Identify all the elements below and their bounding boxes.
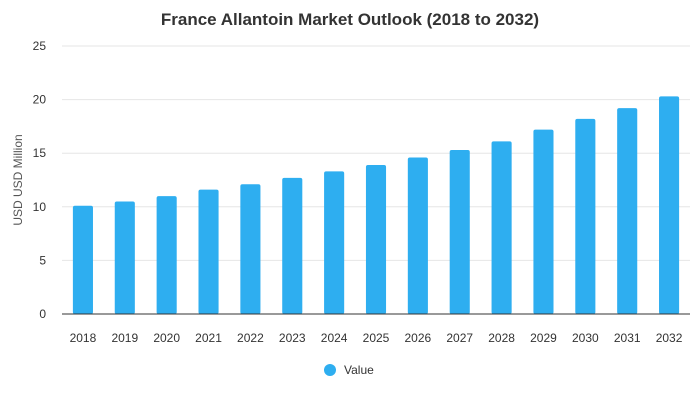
legend-marker-value[interactable] <box>324 364 336 376</box>
bars <box>72 96 680 315</box>
y-tick-label: 25 <box>33 39 47 53</box>
y-tick-label: 10 <box>33 200 47 214</box>
y-axis-label: USD USD Million <box>11 134 25 225</box>
bar-2030[interactable] <box>575 118 596 315</box>
x-tick-label-2020: 2020 <box>153 331 180 345</box>
x-tick-label-2031: 2031 <box>614 331 641 345</box>
x-tick-label-2021: 2021 <box>195 331 222 345</box>
y-tick-label: 5 <box>39 253 46 267</box>
x-tick-label-2024: 2024 <box>321 331 348 345</box>
y-axis-ticks: 0 5 10 15 20 25 <box>33 39 47 321</box>
x-tick-label-2019: 2019 <box>111 331 138 345</box>
x-tick-label-2023: 2023 <box>279 331 306 345</box>
bar-2031[interactable] <box>617 108 638 315</box>
x-tick-label-2027: 2027 <box>446 331 473 345</box>
bar-2029[interactable] <box>533 129 554 314</box>
x-tick-label-2025: 2025 <box>363 331 390 345</box>
bar-2022[interactable] <box>240 184 261 314</box>
x-axis-ticks: 2018 2019 2020 2021 2022 2023 2024 2025 2026 2027… <box>70 331 683 345</box>
bar-2032[interactable] <box>659 96 680 314</box>
x-tick-label-2030: 2030 <box>572 331 599 345</box>
x-tick-label-2026: 2026 <box>405 331 432 345</box>
bar-2023[interactable] <box>282 177 303 314</box>
x-tick-label-2018: 2018 <box>70 331 97 345</box>
bar-2020[interactable] <box>156 196 177 314</box>
bar-2021[interactable] <box>198 189 219 314</box>
chart-title: France Allantoin Market Outlook (2018 to… <box>161 10 539 29</box>
x-tick-label-2028: 2028 <box>488 331 515 345</box>
bar-2024[interactable] <box>324 171 345 314</box>
y-tick-label: 20 <box>33 93 47 107</box>
y-tick-label: 0 <box>39 307 46 321</box>
bar-2026[interactable] <box>407 157 428 314</box>
x-tick-label-2029: 2029 <box>530 331 557 345</box>
bar-2027[interactable] <box>449 149 470 314</box>
legend[interactable]: Value <box>324 363 374 377</box>
bar-2025[interactable] <box>365 164 387 314</box>
bar-2028[interactable] <box>491 141 512 314</box>
legend-label-value[interactable]: Value <box>344 363 374 377</box>
bar-2019[interactable] <box>114 201 135 314</box>
y-tick-label: 15 <box>33 146 47 160</box>
x-tick-label-2022: 2022 <box>237 331 264 345</box>
bar-2018[interactable] <box>72 205 93 314</box>
x-tick-label-2032: 2032 <box>656 331 683 345</box>
